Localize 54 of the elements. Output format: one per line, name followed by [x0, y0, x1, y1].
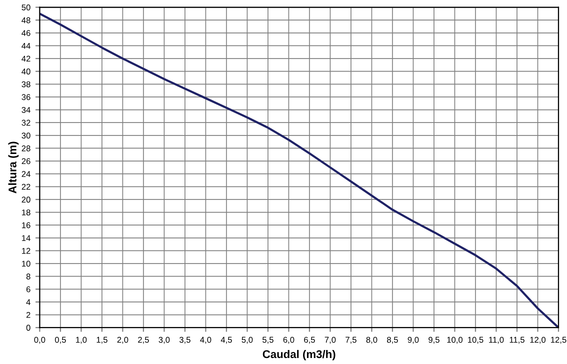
x-tick-label: 2,0: [117, 336, 128, 344]
y-tick-label: 44: [22, 43, 30, 49]
x-tick-label: 8,5: [387, 336, 398, 344]
y-tick-label: 8: [26, 274, 30, 280]
y-tick-label: 14: [22, 235, 30, 241]
x-tick-label: 6,0: [283, 336, 294, 344]
x-tick-label: 7,0: [324, 336, 336, 344]
y-tick-label: 6: [26, 286, 30, 292]
y-tick-label: 40: [22, 68, 30, 74]
x-tick-label: 9,5: [428, 336, 440, 344]
x-tick-label: 3,0: [158, 336, 170, 344]
y-tick-label: 2: [26, 312, 30, 318]
x-tick-label: 4,5: [220, 336, 232, 344]
x-tick-label: 12,0: [530, 336, 546, 344]
x-tick-label: 1,5: [96, 336, 108, 344]
y-tick-label: 46: [22, 30, 30, 36]
y-tick-label: 42: [22, 56, 30, 62]
y-tick-label: 38: [22, 81, 30, 88]
y-tick-label: 24: [22, 171, 30, 177]
y-tick-label: 28: [22, 145, 30, 152]
y-tick-label: 18: [22, 209, 30, 216]
x-tick-label: 0,0: [34, 336, 46, 344]
x-tick-label: 4,0: [200, 336, 212, 344]
x-tick-label: 9,0: [408, 336, 419, 344]
x-tick-label: 2,5: [138, 336, 149, 344]
x-tick-label: 5,5: [262, 336, 274, 344]
x-tick-label: 0,5: [54, 336, 66, 344]
y-tick-label: 50: [22, 4, 30, 10]
y-tick-label: 4: [26, 299, 30, 305]
x-tick-label: 3,5: [179, 336, 190, 344]
y-axis-title: Altura (m): [8, 142, 19, 194]
y-tick-label: 22: [22, 184, 30, 190]
x-axis-title: Caudal (m3/h): [262, 350, 336, 360]
x-tick-label: 7,5: [346, 336, 356, 344]
x-tick-label: 8,0: [366, 336, 378, 344]
y-tick-label: 32: [22, 120, 30, 126]
y-tick-label: 16: [22, 222, 30, 228]
x-tick-label: 6,5: [304, 336, 315, 344]
y-tick-label: 20: [22, 196, 30, 203]
y-tick-label: 10: [22, 260, 30, 267]
x-tick-label: 5,0: [242, 336, 253, 344]
y-tick-label: 30: [22, 132, 30, 139]
y-tick-label: 0: [26, 324, 30, 331]
y-tick-label: 34: [22, 106, 30, 113]
y-tick-label: 12: [22, 248, 30, 254]
x-tick-label: 10,0: [447, 336, 463, 344]
y-tick-label: 48: [22, 17, 30, 24]
x-tick-label: 1,0: [76, 336, 87, 344]
x-tick-label: 11,5: [510, 336, 524, 344]
y-tick-label: 26: [22, 158, 30, 164]
x-tick-label: 10,5: [468, 336, 484, 344]
x-tick-label: 12,5: [551, 336, 566, 344]
y-tick-label: 36: [22, 94, 30, 100]
x-tick-label: 11,0: [489, 336, 504, 344]
